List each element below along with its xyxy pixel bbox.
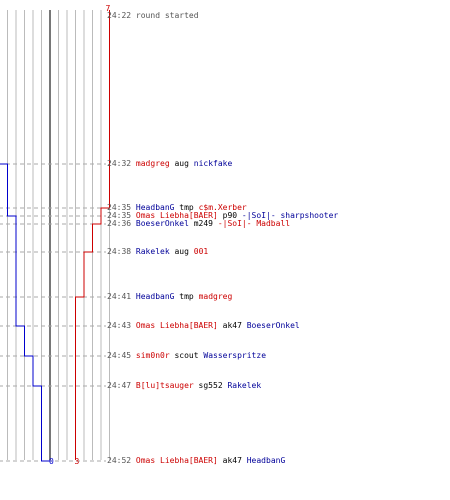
- event-weapon: scout: [174, 351, 199, 360]
- event-row: 24:36 BoeserOnkel m249 -|SoI|- Madball: [107, 220, 290, 228]
- event-weapon: tmp: [179, 292, 194, 301]
- event-row: 24:47 B[lu]tsauger sg552 Rakelek: [107, 382, 261, 390]
- event-killer: HeadbanG: [135, 203, 175, 212]
- event-killer: sim0n0r: [135, 351, 170, 360]
- event-weapon: p90: [222, 211, 238, 220]
- event-weapon: aug: [174, 247, 189, 256]
- event-victim: -|SoI|- sharpshooter: [241, 211, 339, 220]
- red-team-alive-line: [75, 10, 110, 460]
- event-time: 24:35: [107, 211, 132, 220]
- event-victim: Rakelek: [227, 381, 262, 390]
- event-weapon: ak47: [222, 321, 242, 330]
- event-killer: Omas Liebha[BAER]: [135, 211, 218, 220]
- event-weapon: aug: [174, 159, 189, 168]
- event-row: 24:35 Omas Liebha[BAER] p90 -|SoI|- shar…: [107, 212, 338, 220]
- event-time: 24:45: [107, 351, 132, 360]
- event-time: 24:43: [107, 321, 132, 330]
- red-end-count: 3: [74, 457, 80, 466]
- event-killer: BoeserOnkel: [135, 219, 189, 228]
- event-row: 24:43 Omas Liebha[BAER] ak47 BoeserOnkel: [107, 322, 300, 330]
- event-victim: BoeserOnkel: [246, 321, 300, 330]
- event-row: 24:45 sim0n0r scout Wasserspritze: [107, 352, 266, 360]
- event-weapon: ak47: [222, 456, 242, 465]
- event-time: 24:41: [107, 292, 132, 301]
- event-killer: Omas Liebha[BAER]: [135, 321, 218, 330]
- event-row: 24:52 Omas Liebha[BAER] ak47 HeadbanG: [107, 457, 285, 465]
- event-killer: Rakelek: [135, 247, 170, 256]
- event-row: 24:32 madgreg aug nickfake: [107, 160, 232, 168]
- event-victim: HeadbanG: [246, 456, 286, 465]
- event-killer: Omas Liebha[BAER]: [135, 456, 218, 465]
- event-victim: Wasserspritze: [203, 351, 267, 360]
- blue-team-alive-line: [0, 163, 51, 462]
- event-row: 24:35 HeadbanG tmp c$m.Xerber: [107, 204, 247, 212]
- event-victim: c$m.Xerber: [198, 203, 247, 212]
- event-victim: nickfake: [193, 159, 233, 168]
- event-row: 24:22 round started: [107, 12, 199, 20]
- event-weapon: m249: [193, 219, 213, 228]
- event-time: 24:32: [107, 159, 132, 168]
- event-time: 24:52: [107, 456, 132, 465]
- event-killer: madgreg: [135, 159, 170, 168]
- red-start-count: 7: [105, 4, 111, 13]
- blue-end-count: 0: [49, 457, 54, 466]
- event-victim: madgreg: [198, 292, 233, 301]
- event-victim: 001: [193, 247, 209, 256]
- event-time: 24:36: [107, 219, 132, 228]
- event-killer: B[lu]tsauger: [135, 381, 194, 390]
- event-time: 24:47: [107, 381, 132, 390]
- event-time: 24:38: [107, 247, 132, 256]
- event-text: round started: [135, 11, 199, 20]
- event-weapon: sg552: [198, 381, 223, 390]
- event-row: 24:38 Rakelek aug 001: [107, 248, 208, 256]
- event-victim: -|SoI|- Madball: [217, 219, 291, 228]
- event-killer: HeadbanG: [135, 292, 175, 301]
- event-time: 24:35: [107, 203, 132, 212]
- event-row: 24:41 HeadbanG tmp madgreg: [107, 293, 232, 301]
- event-weapon: tmp: [179, 203, 194, 212]
- event-time: 24:22: [107, 11, 132, 20]
